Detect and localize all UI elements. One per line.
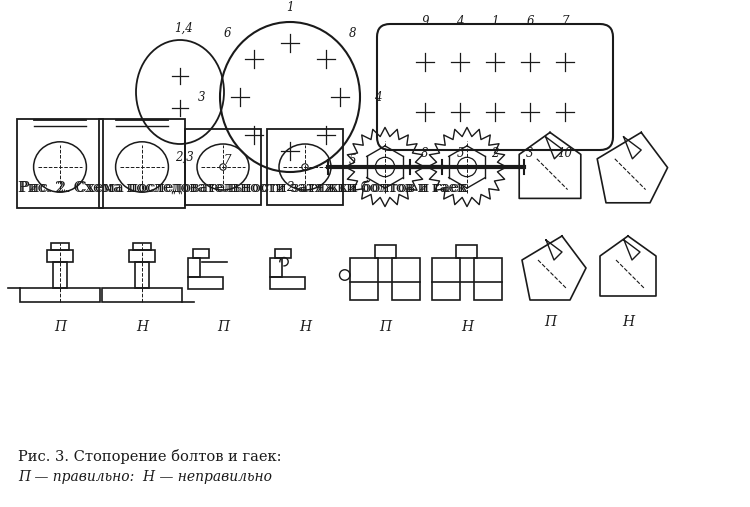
- Text: 2,3: 2,3: [175, 151, 194, 163]
- Bar: [53, 262, 68, 288]
- Text: Рис. 3. Стопорение болтов и гаек:: Рис. 3. Стопорение болтов и гаек:: [18, 449, 281, 464]
- Bar: [135, 262, 149, 288]
- Bar: [270, 258, 282, 277]
- Text: П: П: [379, 320, 391, 334]
- Bar: [129, 250, 154, 262]
- Text: П — правильно:  Н — неправильно: П — правильно: Н — неправильно: [18, 469, 272, 484]
- Text: Н: Н: [299, 320, 311, 334]
- Bar: [99, 119, 185, 208]
- Text: Н: Н: [622, 315, 634, 329]
- Text: 5: 5: [349, 154, 356, 167]
- Text: 2: 2: [491, 147, 499, 160]
- Bar: [16, 119, 104, 208]
- Text: Н: Н: [136, 320, 148, 334]
- Text: 10: 10: [557, 147, 572, 160]
- Bar: [474, 258, 502, 300]
- Bar: [188, 277, 223, 289]
- Bar: [102, 288, 182, 302]
- Text: 1: 1: [286, 1, 294, 14]
- Bar: [392, 258, 420, 300]
- Text: Рис. 2. Схема последовательности затяжки болтов и гаек: Рис. 2. Схема последовательности затяжки…: [18, 180, 466, 195]
- Text: 6: 6: [526, 15, 534, 27]
- Text: 8: 8: [349, 27, 356, 40]
- Text: 6: 6: [224, 27, 232, 40]
- Bar: [374, 245, 395, 258]
- Text: П: П: [217, 320, 229, 334]
- Text: 5: 5: [456, 147, 464, 160]
- Text: 4: 4: [456, 15, 464, 27]
- Text: 8: 8: [422, 147, 429, 160]
- Text: 3: 3: [198, 91, 206, 103]
- Bar: [275, 249, 291, 258]
- Bar: [20, 288, 100, 302]
- Text: 3: 3: [526, 147, 534, 160]
- Bar: [47, 250, 73, 262]
- Bar: [194, 249, 209, 258]
- Text: 7: 7: [224, 154, 232, 167]
- Text: П: П: [544, 315, 556, 329]
- Bar: [432, 258, 460, 300]
- Text: 9: 9: [422, 15, 429, 27]
- Text: 1: 1: [491, 15, 499, 27]
- Text: Н: Н: [461, 320, 473, 334]
- Bar: [350, 258, 378, 300]
- Bar: [134, 243, 151, 250]
- Text: 1,4: 1,4: [175, 21, 194, 34]
- Bar: [270, 277, 305, 289]
- Bar: [188, 258, 200, 277]
- Text: 4: 4: [374, 91, 382, 103]
- Text: 2: 2: [286, 180, 294, 194]
- Bar: [185, 129, 261, 205]
- Text: 7: 7: [561, 15, 568, 27]
- Text: П: П: [54, 320, 66, 334]
- Text: Рис. 2. Схема последовательности затяжки болтов и гаек: Рис. 2. Схема последовательности затяжки…: [20, 180, 468, 195]
- Bar: [267, 129, 343, 205]
- Bar: [51, 243, 69, 250]
- Bar: [457, 245, 478, 258]
